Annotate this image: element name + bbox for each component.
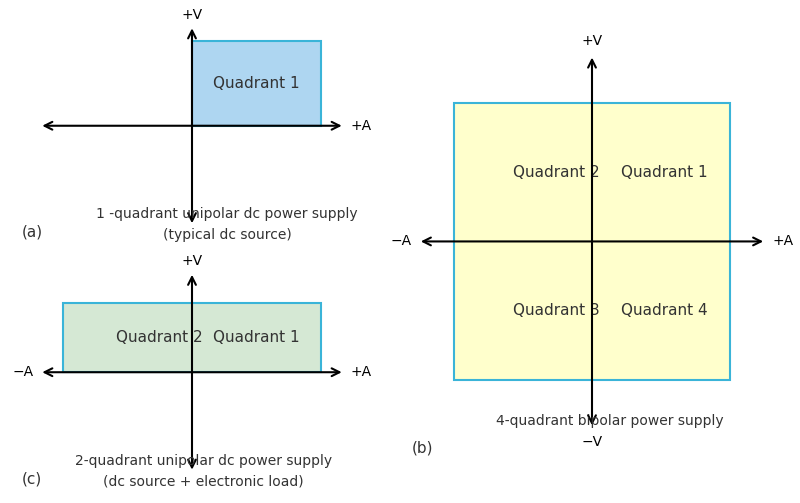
Text: 2-quadrant unipolar dc power supply: 2-quadrant unipolar dc power supply	[75, 454, 332, 468]
FancyBboxPatch shape	[192, 41, 321, 126]
Text: +V: +V	[582, 34, 602, 48]
Text: Quadrant 3: Quadrant 3	[513, 303, 599, 318]
Text: (dc source + electronic load): (dc source + electronic load)	[103, 475, 304, 489]
Text: −V: −V	[582, 435, 602, 449]
FancyBboxPatch shape	[454, 103, 730, 380]
Text: −A: −A	[391, 234, 412, 248]
Text: Quadrant 1: Quadrant 1	[214, 330, 300, 345]
FancyBboxPatch shape	[63, 303, 321, 372]
Text: +A: +A	[350, 119, 371, 133]
Text: +A: +A	[350, 365, 371, 379]
Text: +V: +V	[182, 254, 202, 268]
Text: Quadrant 1: Quadrant 1	[621, 165, 707, 180]
Text: Quadrant 2: Quadrant 2	[116, 330, 202, 345]
Text: 4-quadrant bipolar power supply: 4-quadrant bipolar power supply	[496, 414, 724, 428]
Text: +A: +A	[772, 234, 793, 248]
Text: Quadrant 2: Quadrant 2	[513, 165, 599, 180]
Text: (b): (b)	[412, 441, 434, 456]
Text: Quadrant 4: Quadrant 4	[621, 303, 707, 318]
Text: −A: −A	[13, 365, 34, 379]
Text: Quadrant 1: Quadrant 1	[214, 76, 300, 91]
Text: (a): (a)	[22, 225, 43, 240]
Text: +V: +V	[182, 8, 202, 22]
Text: (c): (c)	[22, 471, 42, 486]
Text: (typical dc source): (typical dc source)	[163, 228, 291, 242]
Text: 1 -quadrant unipolar dc power supply: 1 -quadrant unipolar dc power supply	[96, 207, 358, 221]
